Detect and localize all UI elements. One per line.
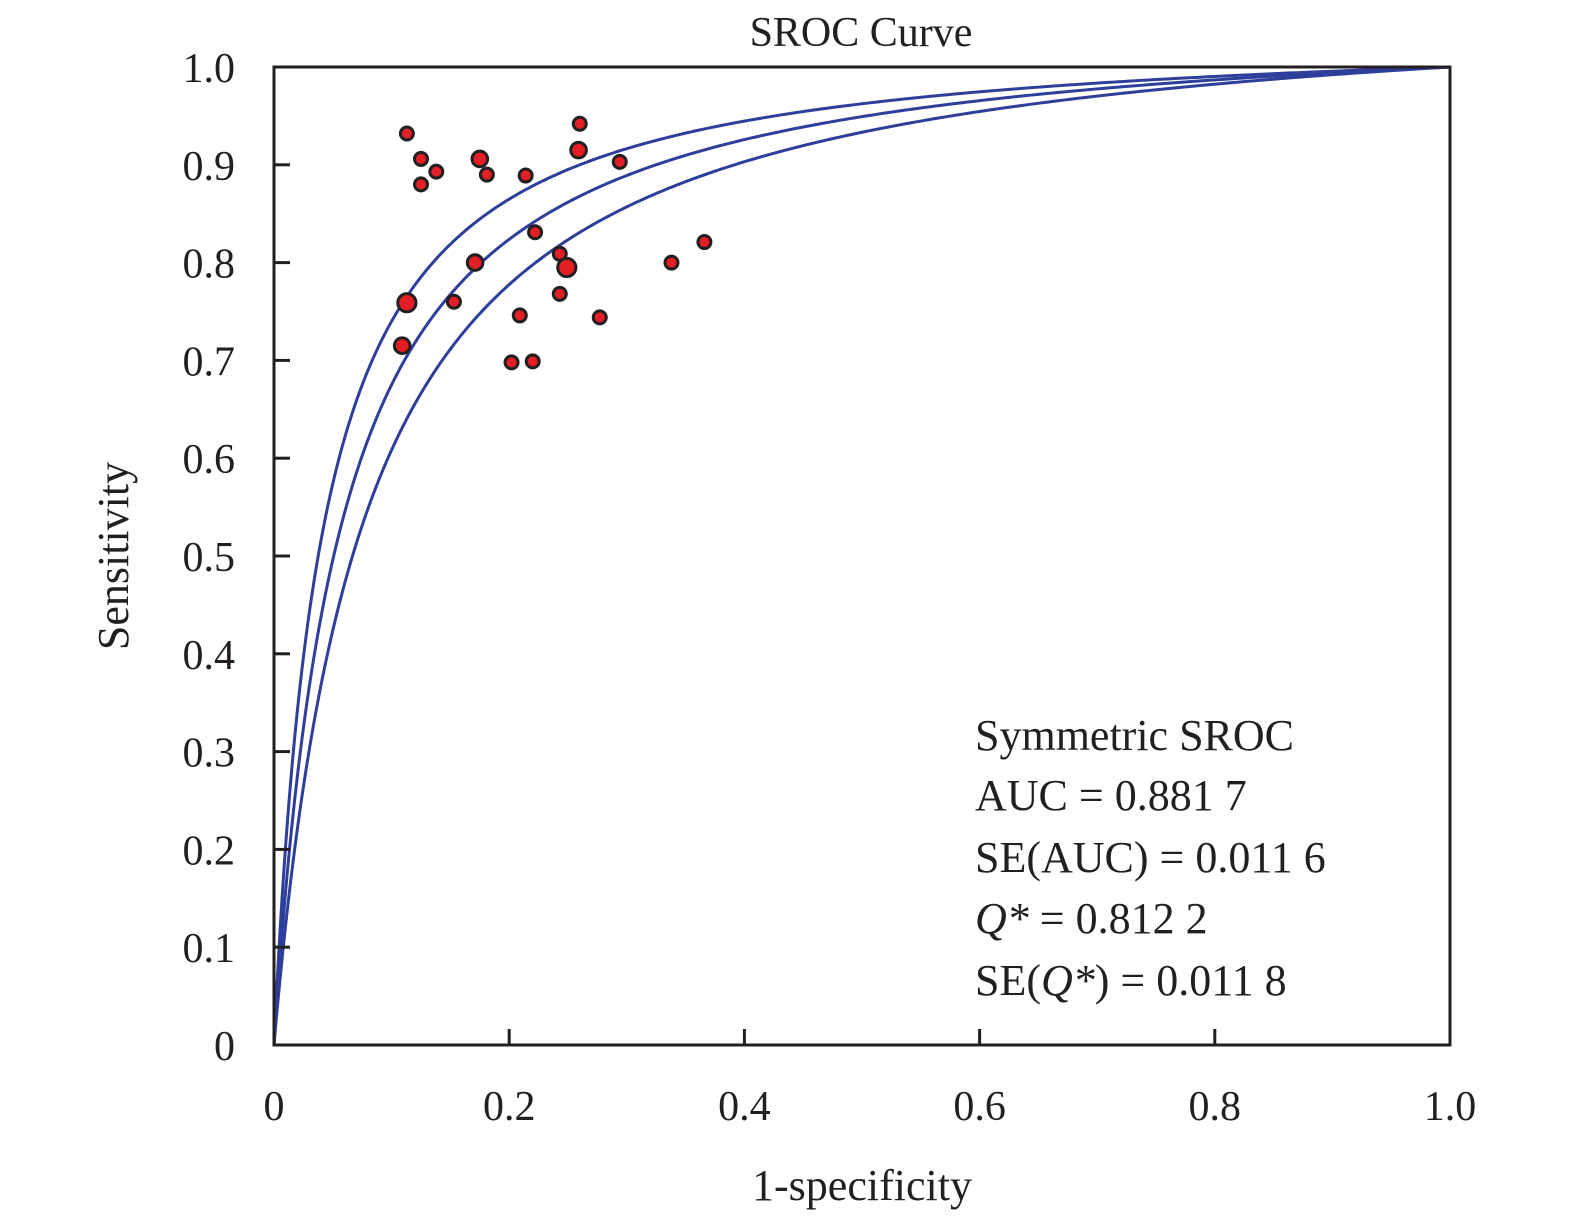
y-axis-ticks: 0 0.1 0.2 0.3 0.4 0.5 0.6 0.7 0.8 0.9 1.0 [183, 46, 290, 1070]
annotation-se-q-star: SE(Q*) = 0.011 8 [975, 956, 1287, 1005]
chart-title: SROC Curve [750, 10, 973, 56]
study-point-19 [551, 285, 568, 302]
study-point-6 [478, 166, 495, 183]
study-point-18 [445, 293, 462, 310]
study-point-8 [571, 115, 588, 132]
x-tick-label: 0 [264, 1084, 285, 1130]
study-point-20 [511, 307, 528, 324]
study-point-15 [663, 254, 680, 271]
y-tick-label: 0.7 [183, 339, 236, 385]
x-axis-label: 1-specificity [752, 1161, 972, 1210]
sroc-annotation: Symmetric SROC AUC = 0.881 7 SE(AUC) = 0… [975, 711, 1326, 1005]
y-tick-label: 0.5 [183, 535, 236, 581]
study-point-16 [696, 234, 713, 251]
sroc-curves [272, 65, 1451, 1046]
study-point-13 [556, 256, 578, 279]
study-point-24 [524, 353, 541, 370]
study-point-21 [591, 309, 608, 326]
x-tick-label: 1.0 [1424, 1084, 1477, 1130]
x-tick-label: 0.4 [718, 1084, 771, 1130]
study-point-9 [569, 140, 588, 160]
y-tick-label: 0.3 [183, 731, 236, 777]
x-tick-label: 0.2 [483, 1084, 536, 1130]
study-point-5 [470, 149, 490, 169]
study-point-3 [428, 163, 445, 180]
plot-frame [272, 65, 1452, 1047]
study-point-7 [517, 167, 534, 184]
x-axis-ticks: 0 0.2 0.4 0.6 0.8 1.0 [264, 1029, 1477, 1130]
annotation-method: Symmetric SROC [975, 711, 1294, 760]
y-tick-label: 0.6 [183, 437, 236, 483]
y-tick-label: 0.9 [183, 144, 236, 190]
sroc-curve-3 [272, 65, 1451, 1046]
annotation-q-star: Q* = 0.812 2 [975, 894, 1208, 943]
x-tick-label: 0.8 [1189, 1084, 1242, 1130]
study-point-2 [413, 150, 429, 167]
study-point-1 [398, 125, 415, 142]
y-tick-label: 0.8 [183, 242, 236, 288]
x-tick-label: 0.6 [953, 1084, 1006, 1130]
annotation-se-auc: SE(AUC) = 0.011 6 [975, 833, 1326, 882]
study-point-17 [396, 292, 418, 314]
study-point-11 [527, 224, 544, 241]
study-point-23 [503, 354, 520, 371]
y-tick-label: 0.1 [183, 926, 236, 972]
study-points [392, 115, 713, 371]
study-point-4 [413, 176, 429, 193]
annotation-auc: AUC = 0.881 7 [975, 771, 1247, 820]
sroc-curve-1 [272, 65, 1451, 1045]
y-tick-label: 0.4 [183, 633, 236, 679]
study-point-10 [611, 153, 628, 170]
study-point-22 [392, 336, 412, 356]
y-axis-label: Sensitivity [89, 462, 138, 650]
y-tick-label: 1.0 [183, 46, 236, 92]
y-tick-label: 0.2 [183, 828, 236, 874]
y-tick-label: 0 [214, 1024, 235, 1070]
sroc-curve-2 [272, 65, 1451, 1045]
study-point-14 [465, 253, 485, 272]
